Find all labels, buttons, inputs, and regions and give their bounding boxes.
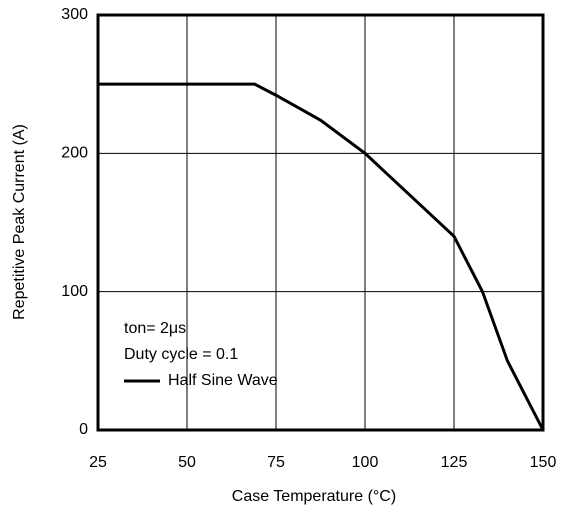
plot-frame bbox=[96, 13, 545, 432]
annotation: Duty cycle = 0.1 bbox=[124, 346, 238, 363]
x-tick-label: 125 bbox=[441, 454, 468, 471]
x-tick-label: 50 bbox=[178, 454, 196, 471]
x-tick-label: 25 bbox=[89, 454, 107, 471]
x-tick-label: 100 bbox=[352, 454, 379, 471]
data-line bbox=[98, 82, 545, 431]
y-tick-label: 0 bbox=[79, 421, 88, 438]
legend-label: Half Sine Wave bbox=[168, 372, 278, 389]
y-tick-label: 300 bbox=[61, 6, 88, 23]
x-tick-label: 75 bbox=[267, 454, 285, 471]
x-tick-label: 150 bbox=[530, 454, 557, 471]
x-axis-label: Case Temperature (°C) bbox=[232, 488, 396, 505]
annotation: ton= 2μs bbox=[124, 320, 186, 337]
y-tick-label: 100 bbox=[61, 283, 88, 300]
y-tick-label: 200 bbox=[61, 145, 88, 162]
y-axis-label: Repetitive Peak Current (A) bbox=[11, 124, 28, 320]
